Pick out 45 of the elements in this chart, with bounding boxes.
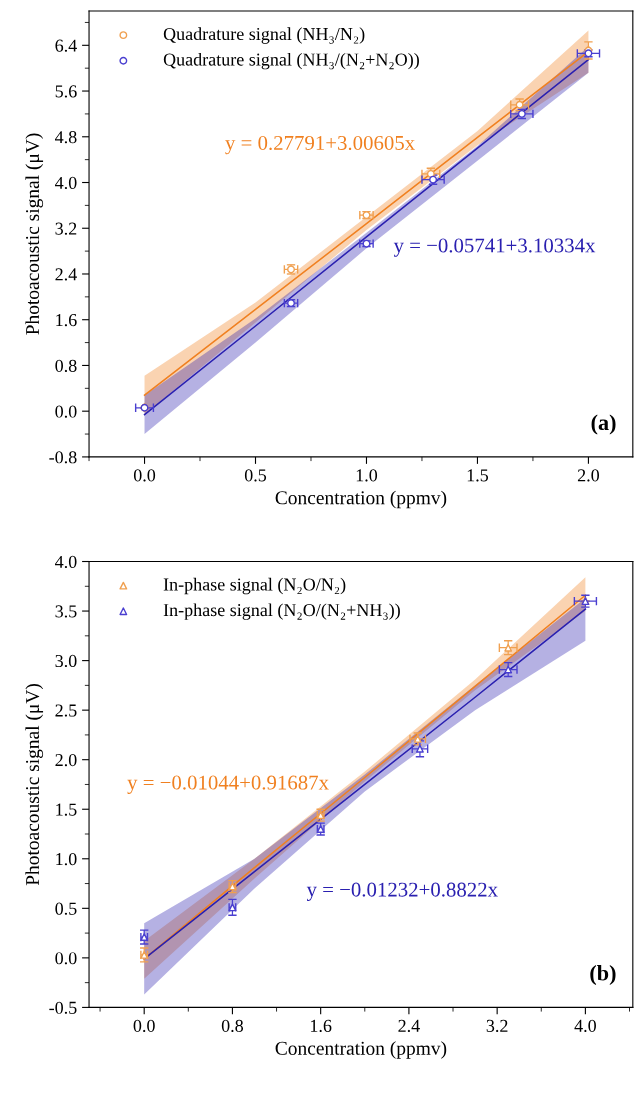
y-tick-label: 3.2 xyxy=(55,222,77,235)
y-tick-label: 1.5 xyxy=(56,803,77,816)
x-tick-label: 4.0 xyxy=(574,1019,596,1033)
x-tick-label: 0.0 xyxy=(133,1019,155,1033)
x-tick-label: 2.0 xyxy=(577,469,600,482)
y-tick-label: -0.8 xyxy=(49,451,77,464)
y-tick-label: 2.5 xyxy=(55,704,77,717)
x-tick-label: 0.8 xyxy=(221,1019,244,1033)
y-tick-label: 1.6 xyxy=(56,314,77,327)
annotation: y = −0.05741+3.10334x xyxy=(393,238,596,257)
legend-label: Quadrature signal (NH₃/N₂) xyxy=(163,27,365,44)
annotation: (a) xyxy=(591,414,616,435)
x-tick-label: 3.2 xyxy=(486,1019,508,1033)
annotation: (b) xyxy=(590,964,616,986)
y-tick-label: 5.6 xyxy=(55,85,77,98)
y-axis-title: Photoacoustic signal (μV) xyxy=(25,683,44,886)
annotation: y = 0.27791+3.00605x xyxy=(225,135,415,155)
y-tick-label: 2.0 xyxy=(55,753,77,767)
y-tick-label: 0.0 xyxy=(55,405,77,418)
y-tick-label: 1.0 xyxy=(56,853,77,866)
y-tick-label: 6.4 xyxy=(55,39,77,52)
x-tick-label: 0.0 xyxy=(133,469,156,482)
y-tick-label: 0.8 xyxy=(55,359,77,372)
annotation: y = −0.01044+0.91687x xyxy=(127,775,329,794)
x-tick-label: 1.5 xyxy=(467,469,489,482)
y-tick-label: 0.0 xyxy=(55,952,77,965)
x-tick-label: 1.6 xyxy=(310,1019,332,1033)
y-tick-label: 4.0 xyxy=(55,555,77,569)
annotation: y = −0.01232+0.8822x xyxy=(306,882,498,901)
y-tick-label: 4.8 xyxy=(55,131,77,144)
x-axis-title: Concentration (ppmv) xyxy=(275,1041,447,1059)
x-tick-label: 1.0 xyxy=(356,469,378,482)
y-tick-label: 4.0 xyxy=(55,176,77,190)
legend-label: In-phase signal (N₂O/N₂) xyxy=(163,577,346,595)
y-axis-title: Photoacoustic signal (μV) xyxy=(25,133,44,335)
x-tick-label: 0.5 xyxy=(244,469,267,482)
legend-label: In-phase signal (N₂O/(N₂+NH₃)) xyxy=(163,603,400,620)
y-tick-label: 0.5 xyxy=(55,902,77,915)
legend-label: Quadrature signal (NH₃/(N₂+N₂O)) xyxy=(163,52,419,70)
y-tick-label: 3.0 xyxy=(55,654,77,668)
y-tick-label: 3.5 xyxy=(55,605,77,618)
y-tick-label: 2.4 xyxy=(55,268,77,281)
y-tick-label: -0.5 xyxy=(49,1001,77,1014)
x-axis-title: Concentration (ppmv) xyxy=(275,490,447,509)
x-tick-label: 2.4 xyxy=(398,1019,420,1033)
